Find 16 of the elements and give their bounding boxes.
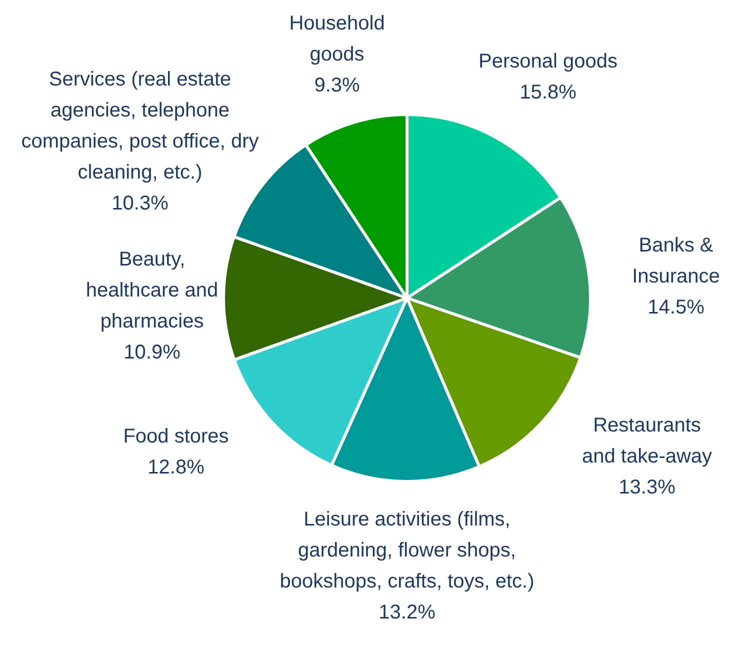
slice-label: Leisure activities (films, gardening, flower shops, bookshops, crafts, toys, etc.) <box>280 508 534 593</box>
data-label: 14.5% <box>648 296 705 319</box>
data-label: 13.3% <box>618 476 676 499</box>
slice-label: Services (real estate agencies, telephone companies, post office, dry cleaning, etc.) <box>21 68 259 184</box>
slice-label: Beauty, healthcare and pharmacies <box>86 248 218 333</box>
data-label: 15.8% <box>520 82 577 104</box>
data-label: 9.3% <box>314 74 360 97</box>
slice-label: Household goods <box>289 12 385 66</box>
data-label: 10.9% <box>124 342 181 364</box>
data-label: 12.8% <box>148 456 205 479</box>
data-label: 10.3% <box>112 192 169 215</box>
slice-label: Restaurants and take-away <box>582 414 712 468</box>
slice-label: Banks & Insurance <box>632 234 720 288</box>
slice-label: Personal goods <box>478 50 618 73</box>
data-label: 13.2% <box>378 602 436 624</box>
slice-label: Food stores <box>123 426 229 448</box>
